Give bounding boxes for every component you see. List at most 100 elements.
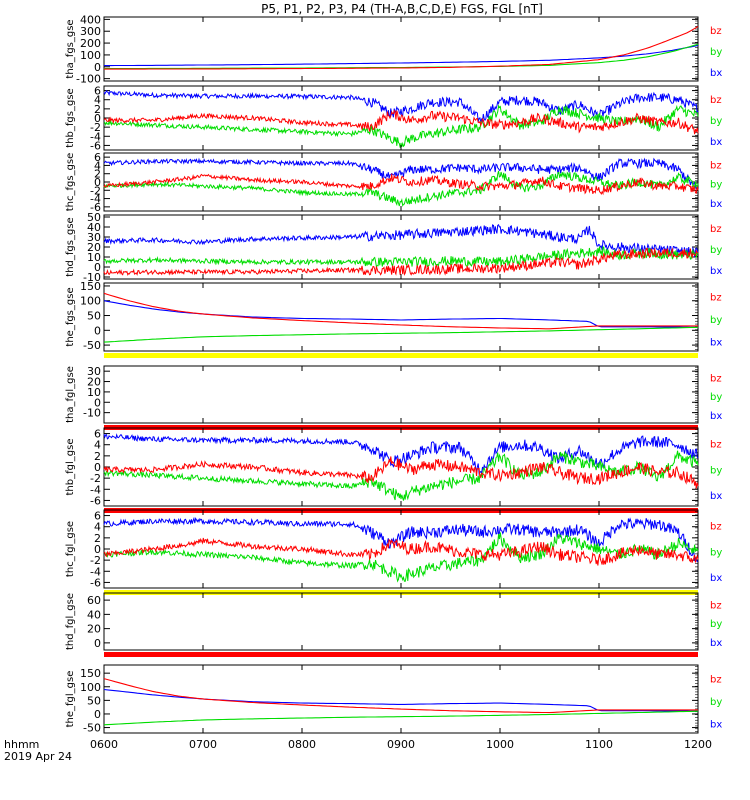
y-tick-label: 0 bbox=[94, 637, 101, 650]
y-tick-label: 0 bbox=[94, 112, 101, 125]
x-tick-label: 1000 bbox=[486, 738, 514, 751]
y-tick-label: 50 bbox=[87, 211, 101, 224]
y-tick-label: 300 bbox=[80, 25, 101, 38]
y-axis-label: tha_fgs_gse bbox=[65, 19, 76, 78]
legend-label-bx: bx bbox=[710, 411, 722, 422]
y-axis-label: tha_fgl_gse bbox=[65, 366, 76, 423]
series-line-by bbox=[103, 170, 699, 207]
legend-label-by: by bbox=[710, 619, 722, 630]
y-tick-label: 6 bbox=[94, 428, 101, 441]
series-line-bx bbox=[103, 300, 698, 328]
y-tick-label: -4 bbox=[90, 193, 101, 206]
legend-label-bz: bz bbox=[710, 600, 722, 611]
panel-frame bbox=[103, 664, 699, 734]
legend-label-bx: bx bbox=[710, 337, 722, 348]
y-tick-label: 10 bbox=[87, 386, 101, 399]
y-tick-label: 40 bbox=[87, 608, 101, 621]
series-line-by bbox=[103, 710, 699, 726]
x-tick-label: 0800 bbox=[288, 738, 316, 751]
series-line-bz bbox=[103, 678, 698, 714]
legend-label-bx: bx bbox=[710, 573, 722, 584]
y-tick-label: 60 bbox=[87, 594, 101, 607]
y-tick-label: -4 bbox=[90, 483, 101, 496]
y-axis-label: thd_fgs_gse bbox=[65, 217, 76, 276]
legend-label-bz: bz bbox=[710, 675, 722, 686]
legend-label-bx: bx bbox=[710, 266, 722, 277]
series-line-by bbox=[103, 246, 699, 269]
y-tick-label: 30 bbox=[87, 365, 101, 378]
y-tick-label: -4 bbox=[90, 130, 101, 143]
y-tick-label: 0 bbox=[94, 61, 101, 74]
y-tick-label: 0 bbox=[94, 324, 101, 337]
y-tick-label: 10 bbox=[87, 251, 101, 264]
y-tick-label: -2 bbox=[90, 472, 101, 485]
y-tick-label: 4 bbox=[94, 159, 101, 172]
legend-label-bz: bz bbox=[710, 373, 722, 384]
series-line-bx bbox=[103, 157, 699, 190]
y-axis-label: thb_fgl_gse bbox=[65, 439, 76, 496]
y-tick-label: -50 bbox=[83, 722, 101, 735]
series-line-bz bbox=[103, 537, 699, 566]
y-tick-label: -10 bbox=[83, 271, 101, 284]
y-tick-label: 4 bbox=[94, 521, 101, 534]
series-line-bx bbox=[103, 89, 699, 124]
y-tick-label: 0 bbox=[94, 461, 101, 474]
y-tick-label: 150 bbox=[80, 667, 101, 680]
x-tick-label: 1100 bbox=[585, 738, 613, 751]
y-tick-label: -6 bbox=[90, 494, 101, 507]
series-line-bx bbox=[103, 224, 699, 258]
legend-label-bz: bz bbox=[710, 522, 722, 533]
x-tick-label: 0700 bbox=[189, 738, 217, 751]
legend-label-bz: bz bbox=[710, 293, 722, 304]
series-line-bx bbox=[104, 44, 699, 67]
y-tick-label: 40 bbox=[87, 221, 101, 234]
legend-label-by: by bbox=[710, 465, 722, 476]
legend-label-by: by bbox=[710, 180, 722, 191]
x-tick-label: 1200 bbox=[684, 738, 712, 751]
y-tick-label: -50 bbox=[83, 339, 101, 352]
y-tick-label: 2 bbox=[94, 450, 101, 463]
series-line-bz bbox=[103, 247, 699, 276]
panel-frame bbox=[103, 365, 699, 424]
y-axis-label: thb_fgs_gse bbox=[65, 88, 76, 147]
panel-band-yellow bbox=[104, 353, 698, 358]
y-tick-label: -6 bbox=[90, 201, 101, 214]
time-axis-label: hhmm bbox=[4, 738, 39, 751]
y-axis-label: the_fgs_gse bbox=[65, 287, 76, 346]
y-tick-label: 2 bbox=[94, 168, 101, 181]
legend-label-bz: bz bbox=[710, 440, 722, 451]
y-tick-label: 20 bbox=[87, 376, 101, 389]
legend-label-bz: bz bbox=[710, 95, 722, 106]
chart-title: P5, P1, P2, P3, P4 (TH-A,B,C,D,E) FGS, F… bbox=[261, 2, 543, 16]
y-tick-label: 0 bbox=[94, 708, 101, 721]
y-tick-label: 100 bbox=[80, 295, 101, 308]
y-tick-label: -2 bbox=[90, 184, 101, 197]
series-line-by bbox=[103, 104, 699, 148]
legend-label-by: by bbox=[710, 697, 722, 708]
y-tick-label: -6 bbox=[90, 139, 101, 152]
series-line-bz bbox=[103, 456, 699, 489]
legend-label-by: by bbox=[710, 547, 722, 558]
y-tick-label: 4 bbox=[94, 94, 101, 107]
series-line-bz bbox=[103, 292, 698, 330]
y-tick-label: 30 bbox=[87, 231, 101, 244]
y-tick-label: -10 bbox=[83, 407, 101, 420]
y-tick-label: -4 bbox=[90, 565, 101, 578]
y-tick-label: 2 bbox=[94, 532, 101, 545]
series-line-by bbox=[103, 532, 699, 583]
legend-label-bx: bx bbox=[710, 199, 722, 210]
y-tick-label: -100 bbox=[76, 73, 101, 86]
y-tick-label: 200 bbox=[80, 37, 101, 50]
date-label: 2019 Apr 24 bbox=[4, 750, 72, 763]
legend-label-bx: bx bbox=[710, 137, 722, 148]
y-tick-label: 150 bbox=[80, 280, 101, 293]
y-tick-label: 0 bbox=[94, 176, 101, 189]
x-tick-label: 0900 bbox=[387, 738, 415, 751]
x-axis: 0600 0700 0800 0900 1000 1100 1200 bbox=[90, 17, 712, 751]
